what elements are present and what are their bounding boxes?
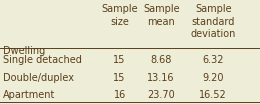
Text: Sample
size: Sample size bbox=[101, 4, 138, 27]
Text: Sample
mean: Sample mean bbox=[143, 4, 179, 27]
Text: Dwelling: Dwelling bbox=[3, 46, 45, 56]
Text: 16.52: 16.52 bbox=[199, 90, 227, 100]
Text: 16: 16 bbox=[113, 90, 126, 100]
Text: Single detached: Single detached bbox=[3, 55, 81, 65]
Text: 8.68: 8.68 bbox=[151, 55, 172, 65]
Text: Sample
standard
deviation: Sample standard deviation bbox=[191, 4, 236, 39]
Text: Apartment: Apartment bbox=[3, 90, 55, 100]
Text: 15: 15 bbox=[113, 55, 126, 65]
Text: 9.20: 9.20 bbox=[203, 73, 224, 83]
Text: 6.32: 6.32 bbox=[203, 55, 224, 65]
Text: 13.16: 13.16 bbox=[147, 73, 175, 83]
Text: Double/duplex: Double/duplex bbox=[3, 73, 74, 83]
Text: 23.70: 23.70 bbox=[147, 90, 175, 100]
Text: 15: 15 bbox=[113, 73, 126, 83]
